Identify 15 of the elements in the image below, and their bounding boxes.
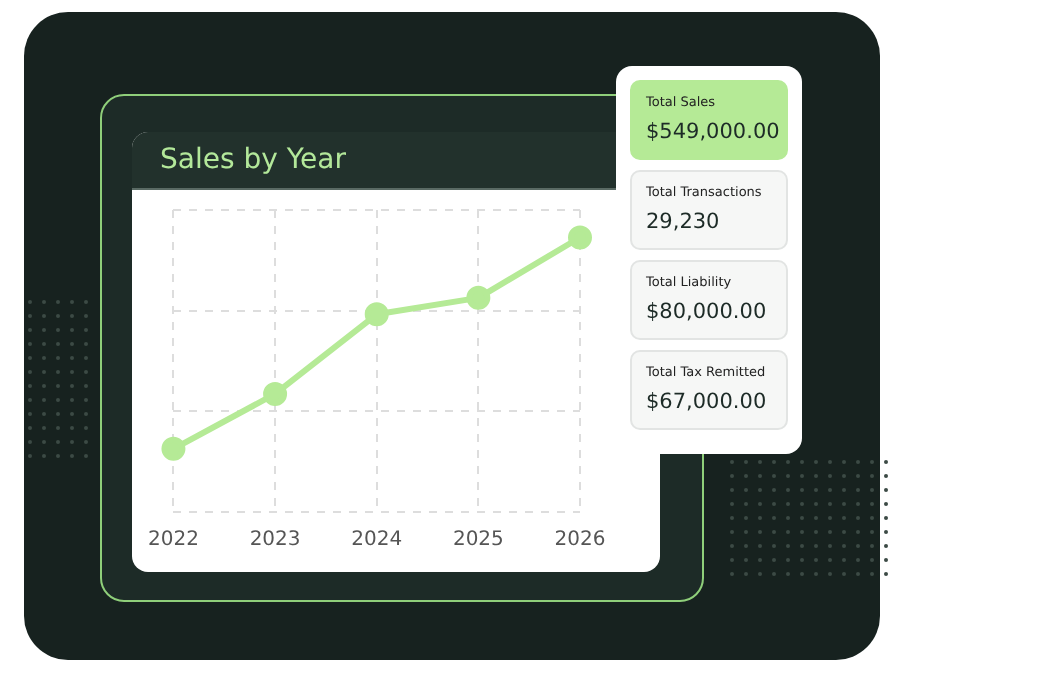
point [263,381,288,406]
x-tick-label: 2026 [554,529,606,552]
point [568,225,592,250]
text: $80,000.00 [646,300,769,324]
text: $549,000.00 [646,120,780,144]
point [466,285,491,310]
x-tick-label: 2025 [452,529,504,552]
text: 29,230 [646,210,722,234]
point [364,302,389,327]
x-tick-label: 2022 [148,529,199,552]
x-tick-label: 2023 [249,529,301,552]
text: $67,000.00 [646,390,769,414]
chart-title: Sales by Year [160,144,346,176]
point [161,436,186,461]
x-tick-label: 2024 [351,529,403,552]
